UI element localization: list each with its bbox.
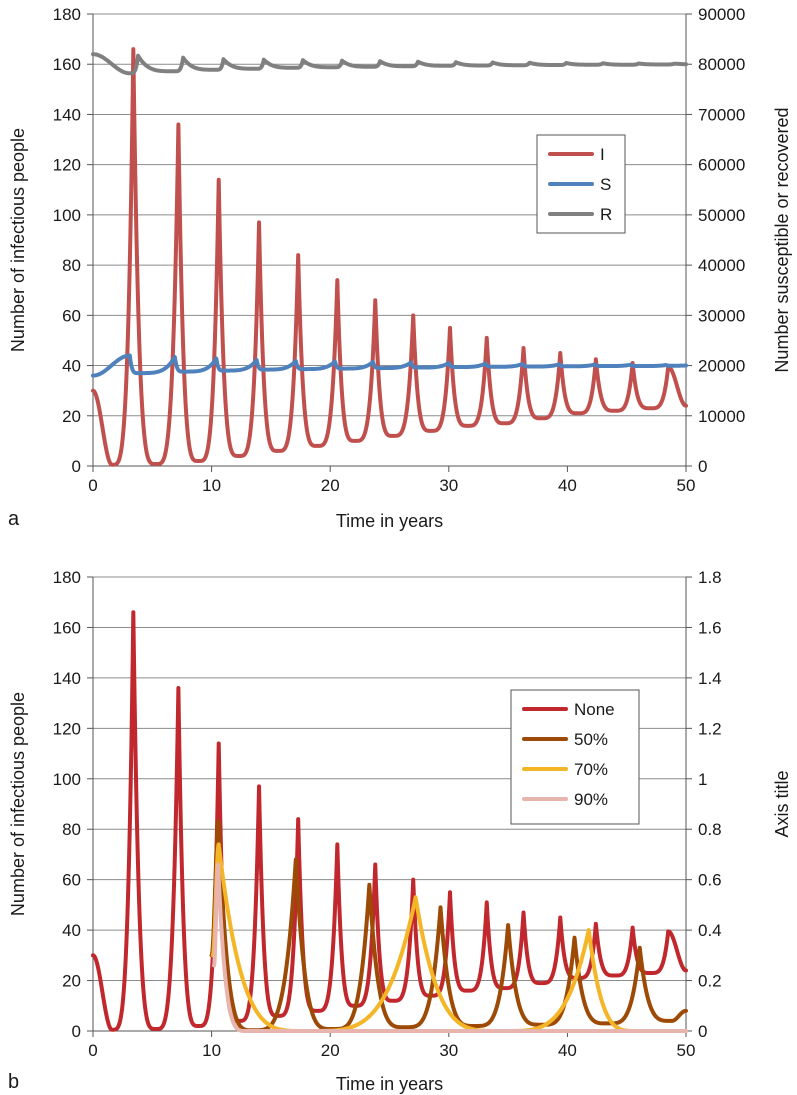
y2-tick-label: 90000 bbox=[698, 5, 745, 24]
y-tick-label: 60 bbox=[62, 871, 81, 890]
y2-tick-label: 1.8 bbox=[698, 568, 722, 587]
y-axis-title: Number of infectious people bbox=[8, 128, 28, 352]
x-tick-label: 0 bbox=[88, 1041, 97, 1060]
legend-label-r: R bbox=[600, 205, 612, 224]
series-line-50pct bbox=[209, 819, 688, 1033]
y2-axis-title: Number susceptible or recovered bbox=[772, 107, 792, 372]
y2-tick-label: 70000 bbox=[698, 105, 745, 124]
y-tick-label: 140 bbox=[53, 105, 81, 124]
y-tick-label: 160 bbox=[53, 618, 81, 637]
x-tick-label: 0 bbox=[88, 476, 97, 495]
y2-axis-title: Axis title bbox=[772, 770, 792, 837]
y-tick-label: 140 bbox=[53, 669, 81, 688]
y-tick-label: 40 bbox=[62, 357, 81, 376]
y-tick-label: 180 bbox=[53, 5, 81, 24]
y-tick-label: 20 bbox=[62, 972, 81, 991]
y-tick-label: 120 bbox=[53, 719, 81, 738]
series-line-s bbox=[91, 353, 688, 378]
y-tick-label: 180 bbox=[53, 568, 81, 587]
y2-tick-label: 60000 bbox=[698, 156, 745, 175]
y2-tick-label: 0.4 bbox=[698, 921, 722, 940]
y-tick-label: 120 bbox=[53, 156, 81, 175]
y2-tick-label: 1.6 bbox=[698, 618, 722, 637]
x-tick-label: 20 bbox=[321, 476, 340, 495]
panel-label: a bbox=[8, 508, 20, 530]
y2-tick-label: 0.8 bbox=[698, 820, 722, 839]
y-axis-title: Number of infectious people bbox=[8, 692, 28, 916]
series-line-r bbox=[91, 52, 688, 76]
y2-tick-label: 30000 bbox=[698, 306, 745, 325]
y2-tick-label: 50000 bbox=[698, 206, 745, 225]
x-tick-label: 50 bbox=[677, 476, 696, 495]
legend-label-none: None bbox=[574, 700, 615, 719]
y-tick-label: 100 bbox=[53, 770, 81, 789]
y2-tick-label: 1.4 bbox=[698, 669, 722, 688]
y-tick-label: 60 bbox=[62, 306, 81, 325]
legend-box bbox=[510, 689, 640, 825]
legend-label-s: S bbox=[600, 175, 611, 194]
y2-tick-label: 0.6 bbox=[698, 871, 722, 890]
series-line-i bbox=[91, 47, 688, 467]
x-tick-label: 10 bbox=[202, 476, 221, 495]
y2-tick-label: 20000 bbox=[698, 357, 745, 376]
y-tick-label: 160 bbox=[53, 55, 81, 74]
y2-tick-label: 1 bbox=[698, 770, 707, 789]
y-tick-label: 80 bbox=[62, 820, 81, 839]
y-tick-label: 100 bbox=[53, 206, 81, 225]
x-tick-label: 20 bbox=[321, 1041, 340, 1060]
x-tick-label: 40 bbox=[558, 476, 577, 495]
y-tick-label: 0 bbox=[72, 1022, 81, 1041]
series-line-90pct bbox=[211, 862, 688, 1033]
panel-label: b bbox=[8, 1071, 19, 1093]
y-tick-label: 80 bbox=[62, 256, 81, 275]
y2-tick-label: 0 bbox=[698, 1022, 707, 1041]
legend-label-70pct: 70% bbox=[574, 760, 608, 779]
y2-tick-label: 0 bbox=[698, 457, 707, 476]
y2-tick-label: 1.2 bbox=[698, 719, 722, 738]
x-tick-label: 40 bbox=[558, 1041, 577, 1060]
x-axis-title: Time in years bbox=[336, 1074, 443, 1094]
legend-label-90pct: 90% bbox=[574, 790, 608, 809]
y-tick-label: 0 bbox=[72, 457, 81, 476]
y-tick-label: 40 bbox=[62, 921, 81, 940]
y2-tick-label: 0.2 bbox=[698, 972, 722, 991]
legend-label-i: I bbox=[600, 145, 605, 164]
x-tick-label: 30 bbox=[439, 476, 458, 495]
y-tick-label: 20 bbox=[62, 407, 81, 426]
y2-tick-label: 80000 bbox=[698, 55, 745, 74]
y2-tick-label: 40000 bbox=[698, 256, 745, 275]
x-tick-label: 50 bbox=[677, 1041, 696, 1060]
x-tick-label: 30 bbox=[439, 1041, 458, 1060]
x-axis-title: Time in years bbox=[336, 511, 443, 531]
x-tick-label: 10 bbox=[202, 1041, 221, 1060]
y2-tick-label: 10000 bbox=[698, 407, 745, 426]
legend-label-50pct: 50% bbox=[574, 730, 608, 749]
